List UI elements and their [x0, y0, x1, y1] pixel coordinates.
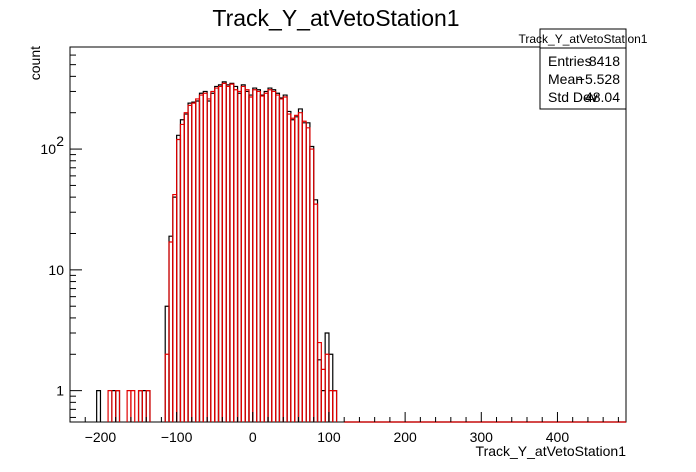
histogram-bin [313, 203, 319, 422]
chart-title: Track_Y_atVetoStation1 [212, 5, 459, 31]
histogram-layer [96, 81, 626, 423]
y-axis-label: count [27, 46, 43, 80]
x-axis-label: Track_Y_atVetoStation1 [476, 443, 627, 459]
stats-header: Track_Y_atVetoStation1 [519, 32, 648, 46]
x-tick-label: 300 [470, 429, 494, 445]
histogram-bin [115, 390, 121, 422]
histogram-bin [332, 390, 338, 422]
y-tick-exponent: 2 [56, 133, 64, 149]
histogram-bin [324, 353, 330, 422]
y-tick-label: 10 [48, 262, 64, 278]
histogram-bin [96, 390, 102, 422]
stats-mean-value: −5.528 [577, 71, 620, 87]
x-tick-label: −200 [85, 429, 117, 445]
stats-mean-label: Mean [548, 71, 583, 87]
x-tick-label: 0 [249, 429, 257, 445]
series-1 [107, 82, 626, 423]
x-tick-label: 100 [317, 429, 341, 445]
stats-stddev-value: 48.04 [585, 89, 620, 105]
y-tick-label: 1 [56, 383, 64, 399]
histogram-bin [107, 390, 113, 422]
x-tick-label: 400 [546, 429, 570, 445]
stats-entries-label: Entries [548, 53, 592, 69]
x-tick-label: −100 [161, 429, 193, 445]
histogram-bin [130, 390, 136, 422]
histogram-bin [145, 390, 151, 422]
x-tick-label: 200 [393, 429, 417, 445]
stats-stddev-label: Std Dev [548, 89, 598, 105]
stats-box: Track_Y_atVetoStation1 Entries 8418 Mean… [519, 28, 648, 110]
stats-box-frame [539, 28, 627, 110]
histogram-bin [137, 390, 143, 422]
stats-entries-value: 8418 [589, 53, 620, 69]
y-tick-label: 10 [40, 141, 56, 157]
